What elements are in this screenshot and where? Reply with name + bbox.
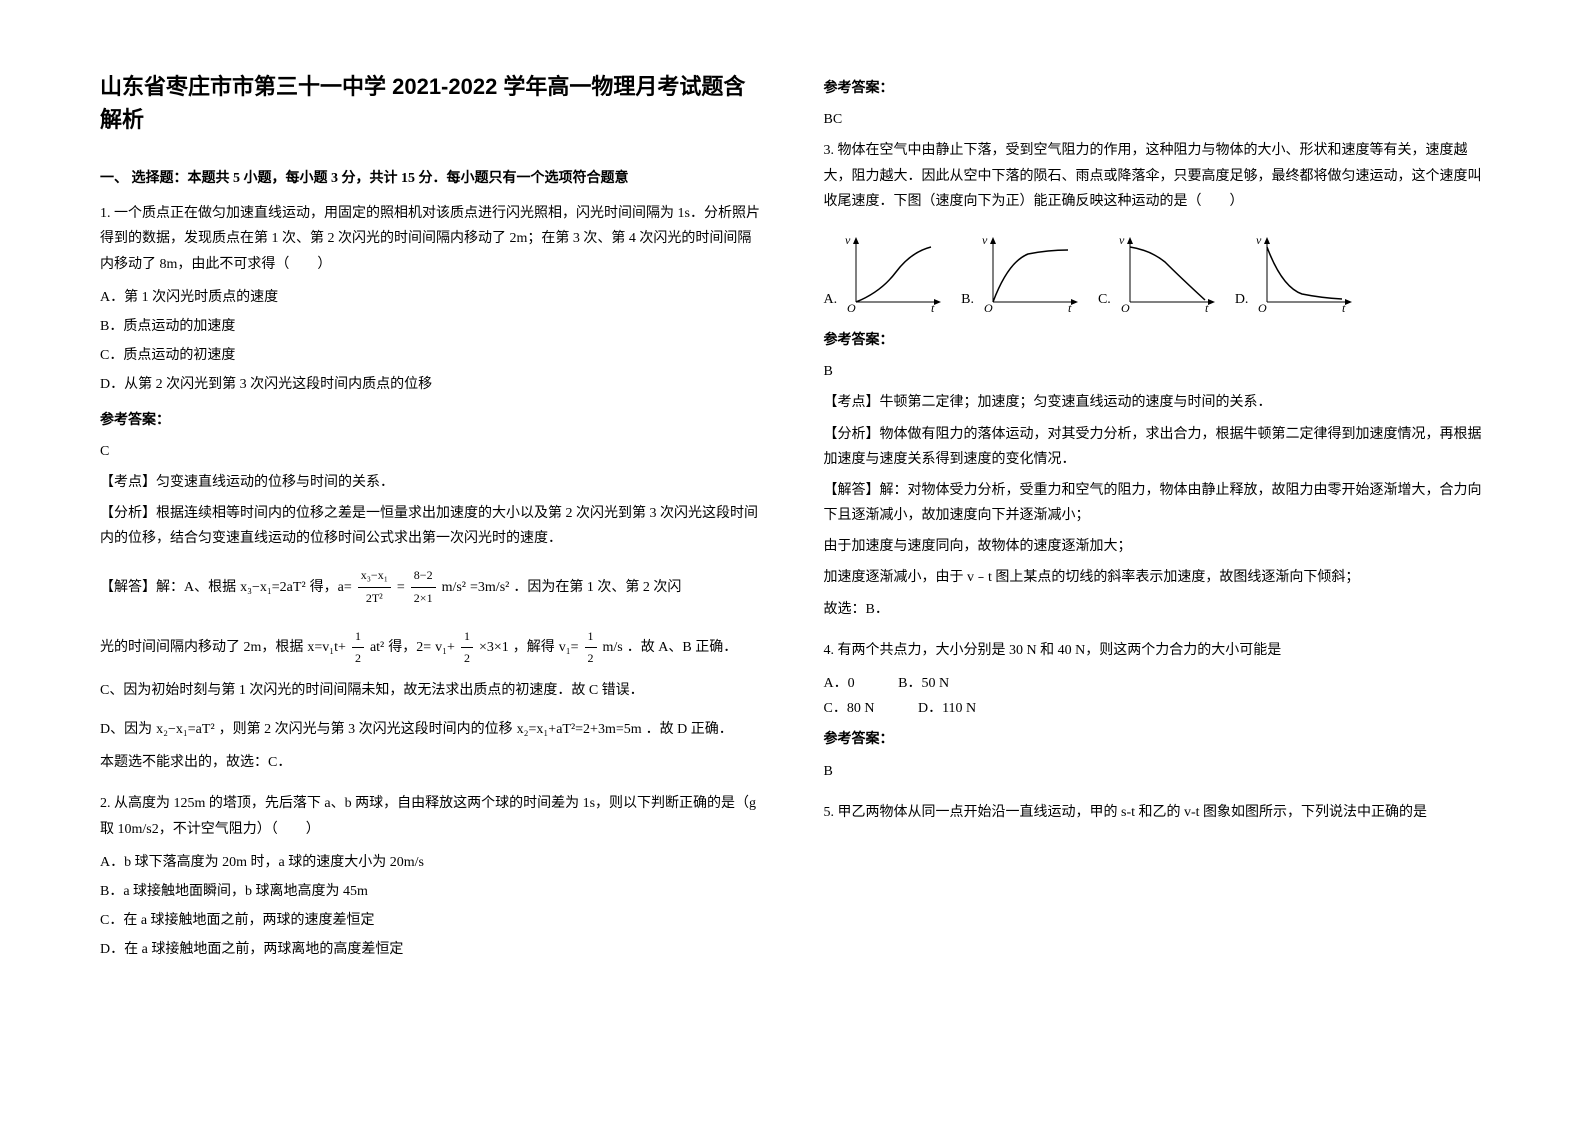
formula-text: v₁+ bbox=[435, 635, 455, 660]
svg-text:O: O bbox=[984, 301, 993, 312]
q1-option-b: B．质点运动的加速度 bbox=[100, 314, 764, 339]
q3-a-label: A. bbox=[824, 287, 838, 312]
q5-stem: 5. 甲乙两物体从同一点开始沿一直线运动，甲的 s-t 和乙的 v-t 图象如图… bbox=[824, 800, 1488, 825]
q1-option-d: D．从第 2 次闪光到第 3 次闪光这段时间内质点的位移 bbox=[100, 372, 764, 397]
formula-text: x=v₁t+ bbox=[307, 635, 346, 660]
fraction-icon: 12 bbox=[461, 626, 473, 670]
svg-text:O: O bbox=[1258, 301, 1267, 312]
fraction-icon: x₃−x₁2T² bbox=[358, 565, 391, 609]
q1-step1-eq: =3m/s² bbox=[470, 575, 509, 600]
exam-title: 山东省枣庄市市第三十一中学 2021-2022 学年高一物理月考试题含解析 bbox=[100, 70, 764, 136]
q3-step1: 【解答】解：对物体受力分析，受重力和空气的阻力，物体由静止释放，故阻力由零开始逐… bbox=[824, 478, 1488, 528]
unit-text: m/s² bbox=[442, 575, 466, 600]
q1-step1-mid: 得，a= bbox=[310, 575, 352, 600]
q1-point: 【考点】匀变速直线运动的位移与时间的关系． bbox=[100, 470, 764, 495]
q1-step2-post: ．故 A、B 正确． bbox=[627, 635, 737, 660]
q3-choice-a: A. v O t bbox=[824, 232, 942, 312]
q1-step1-pre: 【解答】解：A、根据 bbox=[100, 575, 236, 600]
formula-text: ×3×1 bbox=[479, 635, 509, 660]
q2-answer: BC bbox=[824, 107, 1488, 132]
svg-text:O: O bbox=[847, 301, 856, 312]
q4-answer-label: 参考答案： bbox=[824, 727, 1488, 752]
formula-text: at² bbox=[370, 635, 384, 660]
q3-point: 【考点】牛顿第二定律；加速度；匀变速直线运动的速度与时间的关系． bbox=[824, 390, 1488, 415]
vt-graph-icon: v O t bbox=[1115, 232, 1215, 312]
q2-option-c: C．在 a 球接触地面之前，两球的速度差恒定 bbox=[100, 908, 764, 933]
q1-step1-post: ．因为在第 1 次、第 2 次闪 bbox=[513, 575, 681, 600]
q1-step3: C、因为初始时刻与第 1 次闪光的时间间隔未知，故无法求出质点的初速度．故 C … bbox=[100, 678, 764, 703]
svg-text:v: v bbox=[1119, 233, 1125, 247]
q4-answer: B bbox=[824, 759, 1488, 784]
q3-b-label: B. bbox=[961, 287, 974, 312]
graph-d: v O t bbox=[1252, 232, 1352, 312]
q3-answer: B bbox=[824, 359, 1488, 384]
q1-step2-mid2: ，解得 bbox=[513, 635, 555, 660]
q1-step2-mid: 得，2= bbox=[388, 635, 431, 660]
q4-stem: 4. 有两个共点力，大小分别是 30 N 和 40 N，则这两个力合力的大小可能… bbox=[824, 638, 1488, 663]
q3-choice-b: B. v O t bbox=[961, 232, 1078, 312]
q1-step4-pre: D、因为 bbox=[100, 717, 152, 742]
q1-analysis: 【分析】根据连续相等时间内的位移之差是一恒量求出加速度的大小以及第 2 次闪光到… bbox=[100, 501, 764, 551]
q3-step2: 由于加速度与速度同向，故物体的速度逐渐加大； bbox=[824, 534, 1488, 559]
q1-step4-f1: x₂−x₁=aT² bbox=[156, 717, 215, 742]
right-column: 参考答案： BC 3. 物体在空气中由静止下落，受到空气阻力的作用，这种阻力与物… bbox=[824, 70, 1488, 1052]
fraction-icon: 12 bbox=[585, 626, 597, 670]
fraction-icon: 12 bbox=[352, 626, 364, 670]
q1-option-a: A．第 1 次闪光时质点的速度 bbox=[100, 285, 764, 310]
q1-step2-pre: 光的时间间隔内移动了 2m，根据 bbox=[100, 635, 303, 660]
q4-options-row2: C．80 N D．110 N bbox=[824, 696, 1488, 721]
q1-formula-1: 【解答】解：A、根据 x₃−x₁=2aT² 得，a= x₃−x₁2T² = 8−… bbox=[100, 565, 764, 609]
q3-choices: A. v O t B. bbox=[824, 232, 1488, 312]
left-column: 山东省枣庄市市第三十一中学 2021-2022 学年高一物理月考试题含解析 一、… bbox=[100, 70, 764, 1052]
q1-option-c: C．质点运动的初速度 bbox=[100, 343, 764, 368]
svg-text:v: v bbox=[845, 233, 851, 247]
graph-c: v O t bbox=[1115, 232, 1215, 312]
q3-step3: 加速度逐渐减小，由于 v﹣t 图上某点的切线的斜率表示加速度，故图线逐渐向下倾斜… bbox=[824, 565, 1488, 590]
q2-stem: 2. 从高度为 125m 的塔顶，先后落下 a、b 两球，自由释放这两个球的时间… bbox=[100, 791, 764, 841]
q4-options-row1: A．0 B．50 N bbox=[824, 671, 1488, 696]
formula-text: m/s bbox=[603, 635, 623, 660]
q4-option-c: C．80 N bbox=[824, 696, 875, 721]
formula-text: v₁= bbox=[559, 635, 579, 660]
section-1-heading: 一、 选择题：本题共 5 小题，每小题 3 分，共计 15 分．每小题只有一个选… bbox=[100, 166, 764, 191]
q3-answer-label: 参考答案： bbox=[824, 328, 1488, 353]
q2-option-a: A．b 球下落高度为 20m 时，a 球的速度大小为 20m/s bbox=[100, 850, 764, 875]
q3-d-label: D. bbox=[1235, 287, 1249, 312]
q3-choice-d: D. v O t bbox=[1235, 232, 1353, 312]
q2-answer-label: 参考答案： bbox=[824, 76, 1488, 101]
q1-answer: C bbox=[100, 439, 764, 464]
q4-option-d: D．110 N bbox=[918, 696, 976, 721]
q3-c-label: C. bbox=[1098, 287, 1111, 312]
svg-text:O: O bbox=[1121, 301, 1130, 312]
vt-graph-icon: v O t bbox=[978, 232, 1078, 312]
q2-option-d: D．在 a 球接触地面之前，两球离地的高度差恒定 bbox=[100, 937, 764, 962]
fraction-icon: 8−22×1 bbox=[411, 565, 436, 609]
graph-a: v O t bbox=[841, 232, 941, 312]
q1-conclusion: 本题选不能求出的，故选：C． bbox=[100, 750, 764, 775]
svg-text:v: v bbox=[982, 233, 988, 247]
q1-answer-label: 参考答案： bbox=[100, 408, 764, 433]
q1-step4-f2: x₂=x₁+aT²=2+3m=5m bbox=[517, 717, 642, 742]
q1-step4-mid: ，则第 2 次闪光与第 3 次闪光这段时间内的位移 bbox=[219, 717, 513, 742]
q1-formula-2: 光的时间间隔内移动了 2m，根据 x=v₁t+ 12 at² 得，2= v₁+ … bbox=[100, 626, 764, 670]
graph-b: v O t bbox=[978, 232, 1078, 312]
q4-option-a: A．0 bbox=[824, 671, 855, 696]
q1-step4-post: ．故 D 正确． bbox=[646, 717, 733, 742]
vt-graph-icon: v O t bbox=[841, 232, 941, 312]
q3-stem: 3. 物体在空气中由静止下落，受到空气阻力的作用，这种阻力与物体的大小、形状和速… bbox=[824, 138, 1488, 214]
q3-step4: 故选：B． bbox=[824, 597, 1488, 622]
equals-icon: = bbox=[397, 575, 405, 600]
q1-step1-f1: x₃−x₁=2aT² bbox=[240, 575, 306, 600]
q3-analysis: 【分析】物体做有阻力的落体运动，对其受力分析，求出合力，根据牛顿第二定律得到加速… bbox=[824, 422, 1488, 472]
q1-stem: 1. 一个质点正在做匀加速直线运动，用固定的照相机对该质点进行闪光照相，闪光时间… bbox=[100, 201, 764, 277]
vt-graph-icon: v O t bbox=[1252, 232, 1352, 312]
q3-choice-c: C. v O t bbox=[1098, 232, 1215, 312]
q2-option-b: B．a 球接触地面瞬间，b 球离地高度为 45m bbox=[100, 879, 764, 904]
q1-formula-3: D、因为 x₂−x₁=aT² ，则第 2 次闪光与第 3 次闪光这段时间内的位移… bbox=[100, 717, 764, 742]
q4-option-b: B．50 N bbox=[898, 671, 949, 696]
svg-text:v: v bbox=[1256, 233, 1262, 247]
